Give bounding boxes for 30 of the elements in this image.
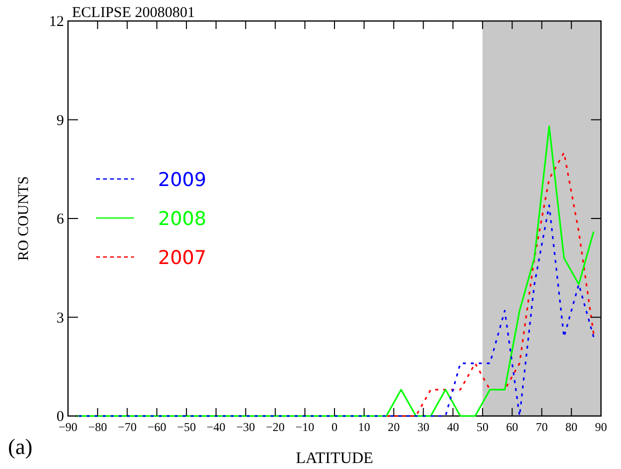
x-tick-label: 10 bbox=[358, 420, 370, 434]
x-tick-label: 30 bbox=[417, 420, 430, 434]
x-tick-label: −80 bbox=[88, 420, 107, 434]
x-tick-label: −10 bbox=[296, 420, 314, 434]
x-tick-label: 0 bbox=[332, 420, 338, 434]
x-tick-label: 80 bbox=[565, 420, 578, 434]
x-tick-label: −90 bbox=[58, 420, 78, 434]
y-tick-label: 3 bbox=[56, 310, 64, 326]
x-tick-label: −30 bbox=[236, 420, 256, 434]
y-axis-title: RO COUNTS bbox=[16, 176, 32, 261]
x-tick-label: −50 bbox=[177, 420, 196, 434]
chart-title: ECLIPSE 20080801 bbox=[72, 5, 195, 21]
x-tick-label: 40 bbox=[446, 420, 459, 434]
x-tick-label: 90 bbox=[595, 420, 607, 434]
legend-label: 2009 bbox=[158, 169, 206, 191]
x-tick-label: 50 bbox=[476, 420, 489, 434]
x-tick-label: −70 bbox=[118, 420, 137, 434]
x-tick-label: 70 bbox=[536, 420, 548, 434]
x-tick-label: 60 bbox=[506, 420, 518, 434]
x-tick-label: −40 bbox=[206, 420, 226, 434]
x-axis-title: LATITUDE bbox=[296, 450, 374, 467]
text: (a) bbox=[8, 434, 32, 459]
x-tick-label: −60 bbox=[147, 420, 166, 434]
y-tick-label: 12 bbox=[49, 14, 64, 30]
legend-label: 2007 bbox=[158, 247, 206, 269]
x-tick-label: −20 bbox=[266, 420, 285, 434]
y-tick-label: 6 bbox=[56, 212, 64, 228]
legend-label: 2008 bbox=[158, 208, 206, 230]
x-tick-label: 20 bbox=[388, 420, 400, 434]
y-tick-label: 9 bbox=[56, 112, 64, 129]
